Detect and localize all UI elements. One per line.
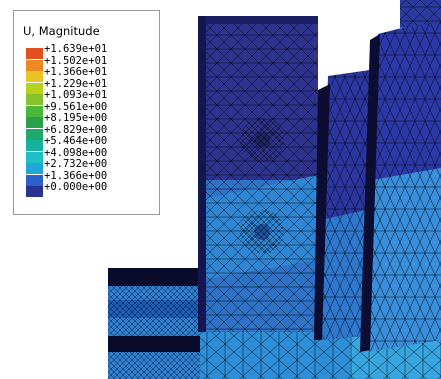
legend-swatch bbox=[26, 163, 43, 174]
legend-value-label: +8.195e+00 bbox=[44, 112, 108, 124]
main-plate bbox=[198, 16, 318, 332]
legend-swatch bbox=[26, 59, 43, 71]
legend-value-label: +1.093e+01 bbox=[44, 89, 108, 101]
legend-value-label: +1.639e+01 bbox=[44, 43, 108, 55]
legend-swatch bbox=[26, 140, 43, 151]
right-plate bbox=[360, 0, 441, 352]
legend-value-label: +4.098e+00 bbox=[44, 146, 108, 159]
legend-swatch bbox=[26, 186, 43, 197]
legend-swatch bbox=[26, 128, 43, 140]
legend-swatch bbox=[26, 105, 43, 117]
legend-swatch bbox=[26, 82, 43, 94]
legend-value-label: +5.464e+00 bbox=[44, 135, 108, 147]
legend-value-label: +6.829e+00 bbox=[44, 123, 108, 136]
legend-swatch bbox=[26, 151, 43, 163]
middle-plate bbox=[314, 70, 370, 340]
legend-swatch bbox=[26, 174, 43, 186]
legend-value-label: +9.561e+00 bbox=[44, 100, 108, 113]
legend-swatch bbox=[26, 94, 43, 105]
legend-value-label: +1.229e+01 bbox=[44, 77, 108, 90]
legend-value-label: +0.000e+00 bbox=[44, 181, 108, 193]
legend-value-label: +1.366e+00 bbox=[44, 169, 108, 182]
contour-legend: U, Magnitude +1.639e+01 +1.502e+01 +1.366e… bbox=[13, 10, 160, 215]
legend-value-label: +2.732e+00 bbox=[44, 158, 108, 170]
legend-swatch bbox=[26, 71, 43, 82]
legend-swatch bbox=[26, 48, 43, 59]
legend-value-label: +1.502e+01 bbox=[44, 54, 108, 67]
legend-swatch bbox=[26, 117, 43, 128]
legend-title: U, Magnitude bbox=[23, 24, 100, 38]
legend-value-label: +1.366e+01 bbox=[44, 66, 108, 78]
